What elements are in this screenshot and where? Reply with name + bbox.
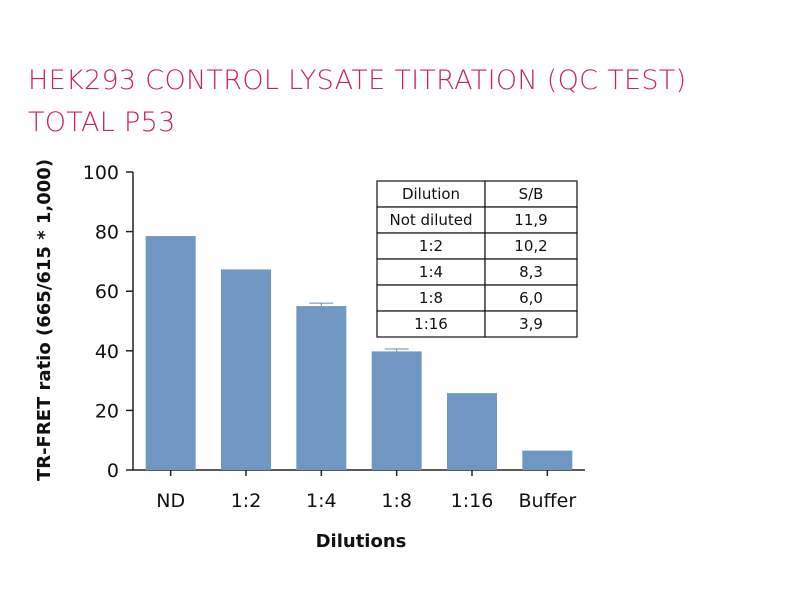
bar [296, 306, 347, 470]
y-tick-label: 100 [83, 162, 119, 184]
table-cell [484, 232, 578, 260]
y-tick-label: 20 [95, 400, 119, 422]
table-cell-text: 1:8 [419, 289, 443, 307]
table-cell [484, 180, 578, 208]
x-tick-label: 1:8 [381, 490, 412, 512]
table-cell-text: 6,0 [519, 289, 543, 307]
y-axis-title: TR-FRET ratio (665/615 * 1,000) [34, 159, 55, 481]
bar-series [145, 236, 573, 470]
x-tick-label: 1:2 [231, 490, 262, 512]
chart-title-line-2: TOTAL P53 [28, 107, 176, 138]
table-cell-text: Not diluted [389, 211, 472, 229]
y-tick-label: 80 [95, 222, 119, 244]
bar [371, 351, 422, 470]
table-cell [484, 310, 578, 338]
y-tick-label: 0 [107, 460, 119, 482]
table-cell [484, 206, 578, 234]
bar [221, 269, 271, 470]
table-cell [376, 310, 486, 338]
table-cell [376, 206, 486, 234]
bar [522, 450, 573, 470]
table-cell-text: 1:16 [414, 315, 448, 333]
x-tick-label: Buffer [518, 490, 576, 512]
inset-table: Dilution S/B Not diluted 11,9 1:2 10,2 1:4 8,3 1… [376, 180, 578, 338]
table-cell-text: 10,2 [514, 237, 547, 255]
bar [145, 236, 196, 470]
chart-title-line-1: HEK293 CONTROL LYSATE TITRATION (QC TEST… [28, 65, 687, 96]
table-cell-text: 1:4 [419, 263, 443, 281]
x-axis-title: Dilutions [316, 531, 407, 552]
table-header: Dilution [402, 185, 460, 203]
chart-title-block: HEK293 CONTROL LYSATE TITRATION (QC TEST… [28, 60, 686, 144]
chart-axes: 0 20 40 60 80 100 ND 1:2 1:4 1:8 1:16 Buffer [83, 162, 585, 512]
table-cell [484, 258, 578, 286]
table-cell-text: 11,9 [514, 211, 547, 229]
y-tick-label: 60 [95, 281, 119, 303]
table-cell-text: 1:2 [419, 237, 443, 255]
table-cell [484, 284, 578, 312]
table-cell-text: 3,9 [519, 315, 543, 333]
table-cell [376, 284, 486, 312]
x-tick-label: 1:16 [451, 490, 494, 512]
x-tick-label: ND [156, 490, 185, 512]
table-cell [376, 258, 486, 286]
table-cell [376, 232, 486, 260]
y-tick-label: 40 [95, 341, 119, 363]
bar [447, 393, 497, 470]
table-cell-text: 8,3 [519, 263, 543, 281]
table-header: S/B [519, 185, 544, 203]
x-tick-label: 1:4 [306, 490, 337, 512]
